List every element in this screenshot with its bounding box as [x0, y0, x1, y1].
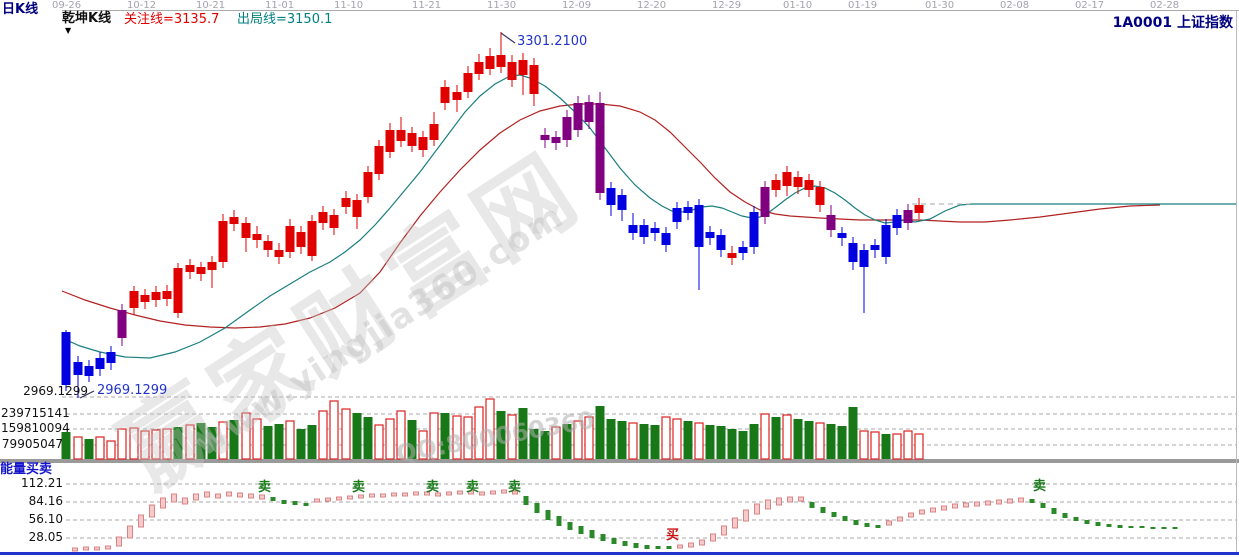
- date-tick: 01-10: [783, 0, 813, 11]
- tab-daily-kline[interactable]: 日K线: [2, 2, 39, 17]
- exit-line-value: 出局线=3150.1: [237, 12, 333, 27]
- indicator-tick-4: 28.05: [28, 530, 63, 544]
- volume-tick-3: 79905047: [1, 437, 63, 451]
- date-tick: 01-19: [848, 0, 878, 11]
- indicator-selector-label: 乾坤K线: [62, 11, 112, 26]
- indicator-tick-1: 112.21: [21, 476, 63, 490]
- low-price-annotation: 2969.1299: [97, 383, 168, 398]
- sell-signal-label: 卖: [258, 480, 272, 495]
- indicator-selector[interactable]: 乾坤K线 ▼: [62, 11, 112, 34]
- date-tick: 09-26: [52, 0, 82, 11]
- date-tick: 12-29: [712, 0, 742, 11]
- date-tick: 11-01: [265, 0, 295, 11]
- indicator-tick-2: 84.16: [28, 494, 63, 508]
- date-tick: 10-12: [127, 0, 157, 11]
- peak-price-annotation: 3301.2100: [517, 34, 588, 49]
- date-tick: 02-17: [1075, 0, 1105, 11]
- date-tick: 02-08: [1000, 0, 1030, 11]
- buy-signal-label: 买: [666, 528, 680, 543]
- date-tick: 12-20: [637, 0, 667, 11]
- indicator-tick-3: 56.10: [28, 512, 63, 526]
- date-tick: 01-30: [925, 0, 955, 11]
- date-tick: 11-21: [412, 0, 442, 11]
- sell-signal-label: 卖: [508, 480, 522, 495]
- date-tick: 12-09: [562, 0, 592, 11]
- date-tick: 02-28: [1150, 0, 1180, 11]
- panel-title-energy[interactable]: 能量买卖: [0, 462, 53, 477]
- sell-signal-label: 卖: [352, 480, 366, 495]
- sell-signal-label: 卖: [466, 480, 480, 495]
- date-tick: 11-10: [334, 0, 364, 11]
- attention-line-value: 关注线=3135.7: [124, 12, 220, 27]
- sell-signal-label: 卖: [1033, 479, 1047, 494]
- price-axis-label: 2969.1299: [23, 384, 88, 398]
- date-tick: 10-21: [196, 0, 226, 11]
- sell-signal-label: 卖: [426, 480, 440, 495]
- date-tick: 11-30: [487, 0, 517, 11]
- dropdown-arrow-icon[interactable]: ▼: [65, 26, 72, 35]
- volume-tick-2: 159810094: [1, 421, 70, 435]
- symbol-title: 1A0001 上证指数: [1112, 15, 1233, 31]
- volume-tick-1: 239715141: [1, 406, 70, 420]
